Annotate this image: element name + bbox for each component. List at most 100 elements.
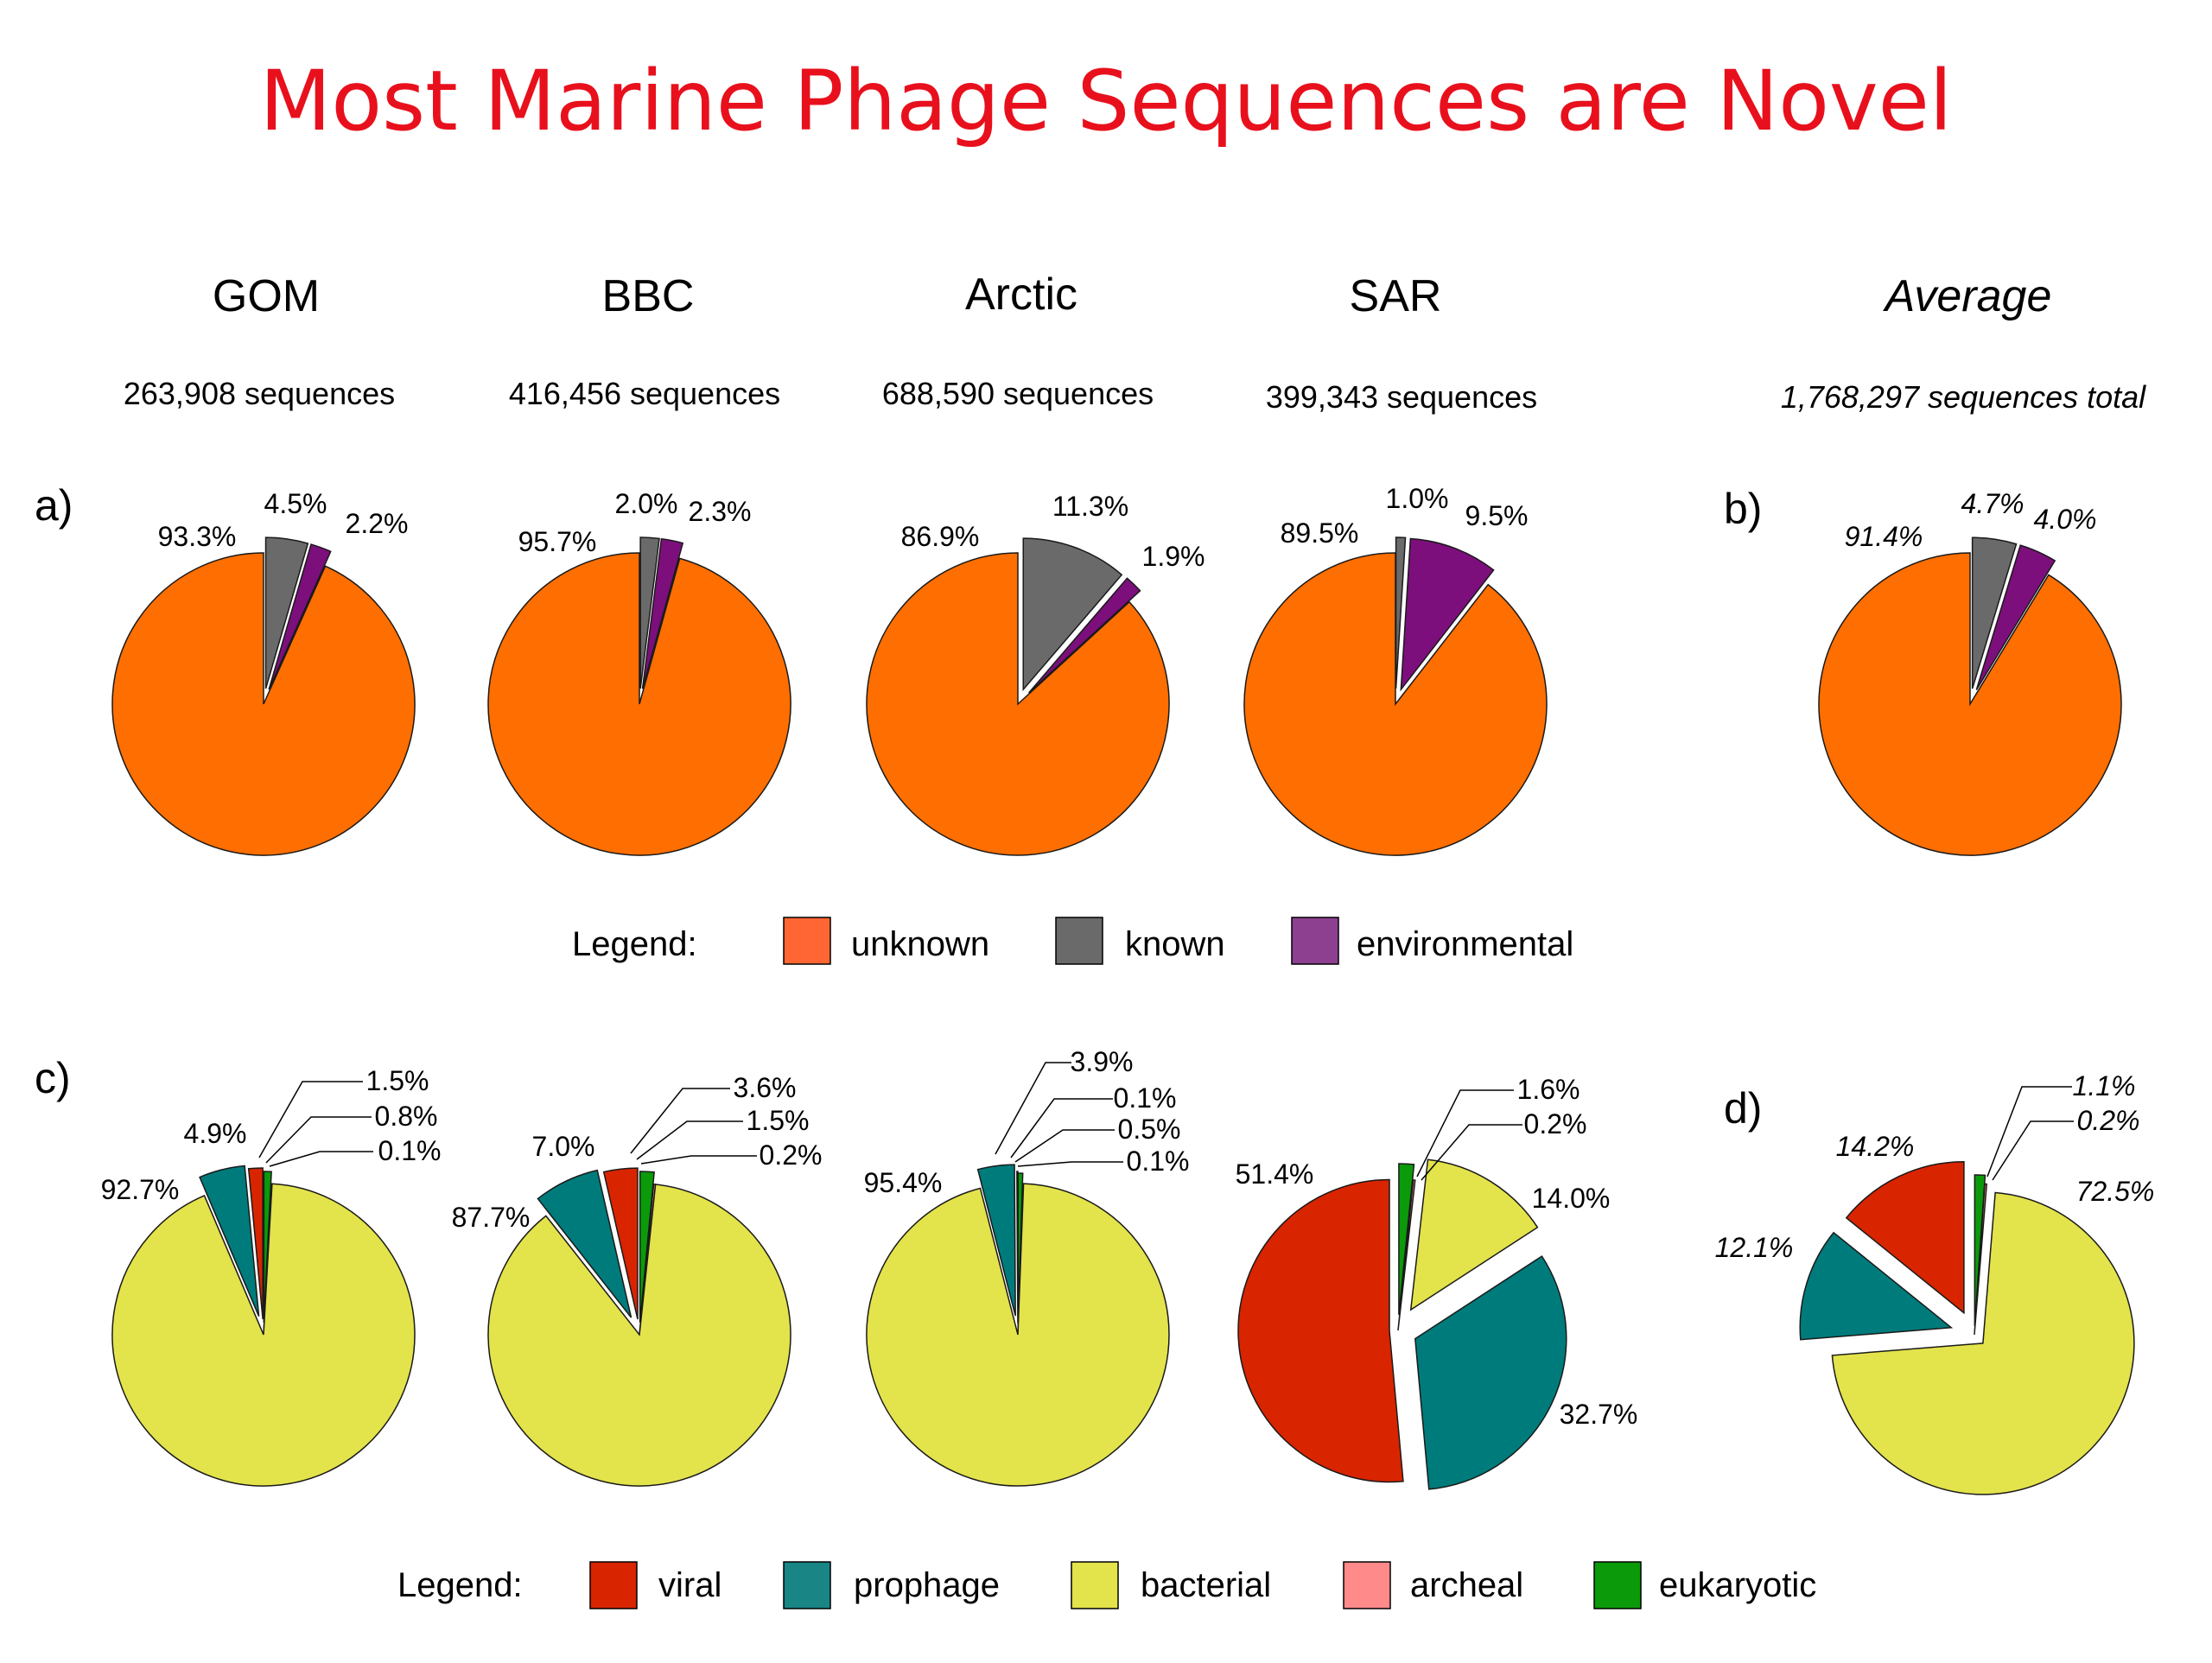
pie-c-arctic: 95.4% 3.9% 0.1% 0.1%0.5%: [864, 1046, 1190, 1487]
pie-slice-eukaryotic: [1398, 1163, 1415, 1316]
pie-a-sar: 89.5% 1.0% 9.5%: [1243, 483, 1548, 856]
pie-label-bacterial: 87.7%: [452, 1202, 531, 1233]
pie-label-eukaryotic: 1.5%: [747, 1105, 810, 1136]
legend-swatch-archeal: [1343, 1561, 1391, 1609]
pie-a-gom: 93.3% 4.5% 2.2%: [111, 488, 416, 856]
pie-slice-unknown: [1818, 552, 2122, 856]
pie-label-known: 11.3%: [1052, 491, 1128, 522]
pie-slice-viral: [1016, 1171, 1019, 1323]
pie-label-prophage: 12.1%: [1715, 1232, 1794, 1263]
pie-label-prophage: 32.7%: [1560, 1399, 1638, 1430]
pie-slice-prophage: [1799, 1231, 1954, 1341]
legend-swatch-viral: [589, 1561, 638, 1609]
leader-line-archeal: [640, 1155, 757, 1165]
sequence-count-sar: 399,343 sequences: [1266, 379, 1537, 415]
pie-label-eukaryotic: 0.8%: [375, 1101, 438, 1132]
pie-label-prophage: 7.0%: [532, 1131, 595, 1162]
pie-label-bacterial: 92.7%: [101, 1174, 180, 1205]
pie-a-bbc: 95.7% 2.0% 2.3%: [487, 488, 791, 856]
panel-label-a: a): [35, 481, 73, 530]
pie-slice-unknown: [1243, 552, 1548, 856]
pie-label-environmental: 1.9%: [1142, 541, 1205, 572]
legend-top: Legend: unknown known environmental: [572, 917, 1573, 965]
leader-line-archeal: [269, 1151, 373, 1167]
legend-label-prophage: prophage: [854, 1566, 1000, 1604]
pie-slice-prophage: [199, 1165, 260, 1317]
leader-line-archeal: [1421, 1124, 1522, 1181]
legend-top-label: Legend:: [572, 925, 697, 963]
pie-slice-environmental: [1975, 544, 2056, 690]
legend-label-environmental: environmental: [1357, 925, 1573, 963]
pie-label-eukaryotic: 0.5%: [1118, 1114, 1181, 1145]
pie-label-viral: 14.2%: [1836, 1131, 1915, 1162]
pie-slice-unknown: [111, 552, 416, 856]
pie-slice-bacterial: [487, 1184, 791, 1487]
pie-label-archeal: 0.2%: [2077, 1105, 2140, 1136]
pie-slice-unknown: [487, 552, 791, 856]
pie-label-known: 1.0%: [1386, 483, 1449, 514]
leader-line-eukaryotic: [265, 1116, 372, 1164]
legend-swatch-prophage: [783, 1561, 831, 1609]
pie-b-average: 91.4% 4.7% 4.0%: [1818, 488, 2122, 856]
pie-slice-environmental: [1027, 577, 1141, 694]
panel-label-b: b): [1724, 485, 1762, 533]
pie-label-archeal: 0.1%: [1127, 1146, 1190, 1177]
leader-line-eukaryotic: [1416, 1089, 1514, 1177]
pie-slice-bacterial: [866, 1183, 1170, 1487]
pie-label-bacterial: 14.0%: [1532, 1183, 1611, 1214]
column-header-gom: GOM: [213, 271, 320, 321]
pie-slice-environmental: [268, 543, 332, 690]
column-header-arctic: Arctic: [965, 270, 1077, 320]
leader-line-eukaryotic: [636, 1120, 743, 1160]
panel-label-c: c): [35, 1054, 71, 1102]
pie-label-known: 2.0%: [615, 488, 678, 519]
leader-line-archeal: [1992, 1120, 2074, 1181]
pie-slice-prophage: [976, 1164, 1016, 1317]
pie-label-archeal: 0.2%: [760, 1139, 823, 1171]
sequence-count-gom: 263,908 sequences: [124, 376, 395, 411]
pie-slice-bacterial: [1831, 1191, 2135, 1495]
pie-label-eukaryotic: 1.1%: [2073, 1070, 2136, 1101]
panel-label-d: d): [1724, 1084, 1762, 1133]
pie-label-known: 4.5%: [264, 488, 327, 519]
pie-label-environmental: 4.0%: [2034, 504, 2097, 535]
legend-swatch-unknown: [783, 917, 831, 965]
legend-label-archeal: archeal: [1410, 1566, 1523, 1604]
leader-line-prophage: [995, 1062, 1071, 1155]
legend-swatch-bacterial: [1071, 1561, 1119, 1609]
legend-bottom: Legend: viral prophage bacterial archeal…: [397, 1561, 1816, 1609]
pie-slice-prophage: [537, 1169, 632, 1318]
pie-label-unknown: 95.7%: [518, 526, 597, 557]
pie-slice-known: [1022, 537, 1123, 692]
pie-label-environmental: 9.5%: [1465, 500, 1529, 531]
legend-swatch-eukaryotic: [1593, 1561, 1642, 1609]
pie-label-unknown: 93.3%: [158, 521, 237, 552]
legend-label-eukaryotic: eukaryotic: [1659, 1566, 1816, 1604]
pie-slice-known: [1971, 536, 2018, 689]
legend-swatch-known: [1055, 917, 1103, 965]
pie-label-unknown: 89.5%: [1281, 517, 1359, 549]
leader-line-archeal: [1017, 1161, 1123, 1167]
pie-label-archeal: 0.2%: [1524, 1108, 1587, 1139]
legend-label-viral: viral: [658, 1566, 721, 1604]
pie-slice-archeal: [1397, 1179, 1416, 1331]
sequence-count-average: 1,768,297 sequences total: [1781, 379, 2146, 415]
pie-slice-prophage: [1414, 1255, 1567, 1490]
leader-line-viral: [1010, 1098, 1113, 1158]
pie-slice-known: [264, 536, 309, 689]
column-header-average: Average: [1883, 271, 2052, 321]
sequence-count-arctic: 688,590 sequences: [882, 376, 1154, 411]
legend-label-bacterial: bacterial: [1141, 1566, 1271, 1604]
leader-line-eukaryotic: [1986, 1086, 2072, 1177]
pie-label-unknown: 86.9%: [901, 521, 980, 552]
leader-line-viral: [630, 1088, 730, 1154]
leader-line-viral: [258, 1081, 363, 1158]
pie-label-bacterial: 95.4%: [864, 1167, 943, 1198]
pie-slice-archeal: [1974, 1183, 1988, 1336]
pie-label-environmental: 2.2%: [346, 508, 409, 539]
pie-c-bbc: 87.7% 7.0% 3.6% 0.2%1.5%: [452, 1072, 823, 1487]
legend-label-known: known: [1125, 925, 1225, 963]
pie-slice-unknown: [866, 552, 1170, 856]
pie-slice-viral: [602, 1167, 639, 1320]
